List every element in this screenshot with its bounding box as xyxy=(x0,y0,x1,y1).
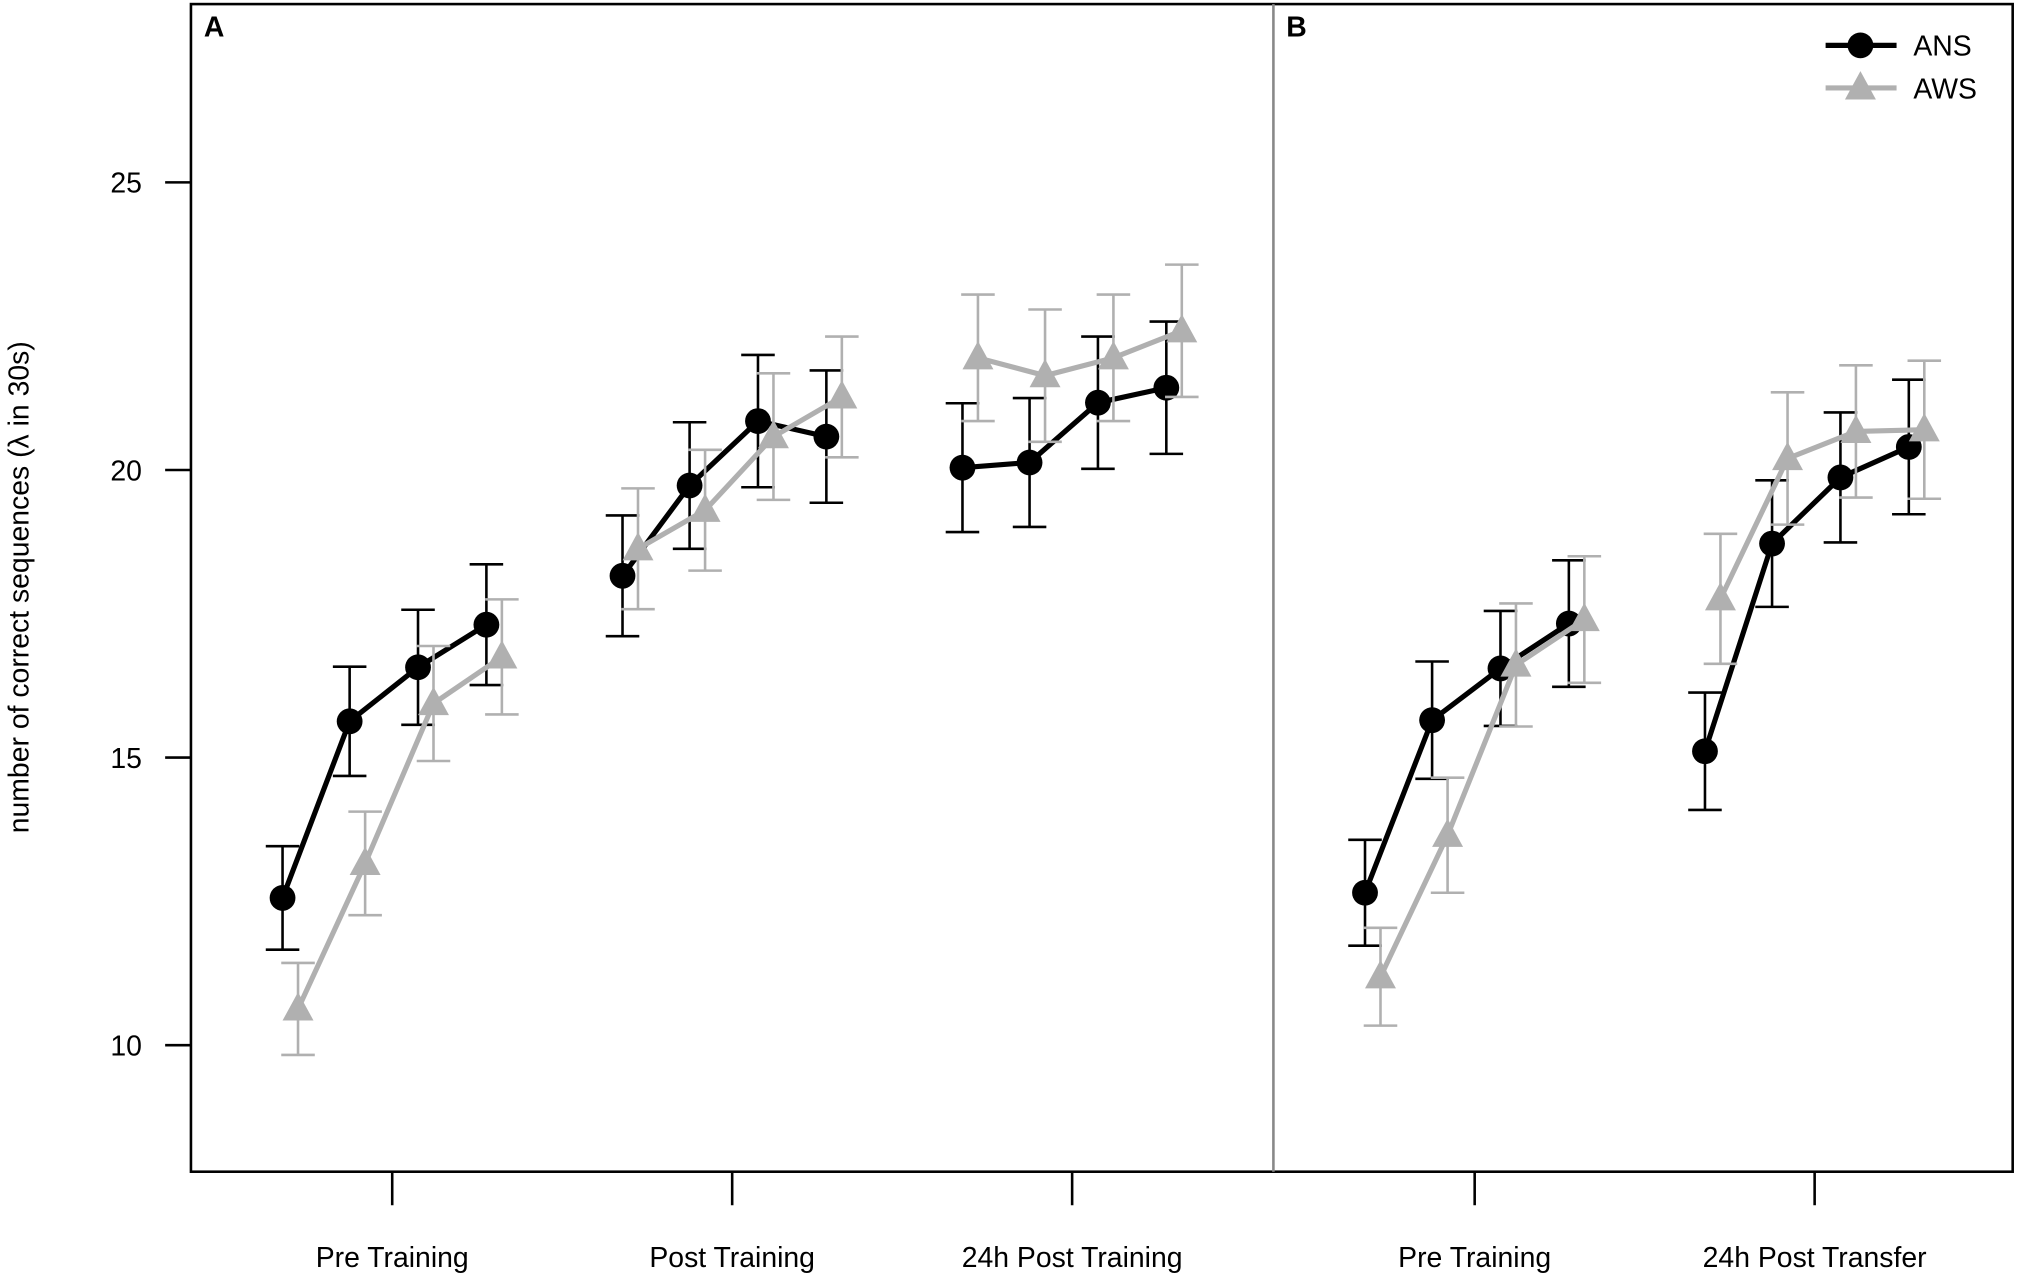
data-point xyxy=(826,380,858,409)
series-line xyxy=(1378,617,1586,978)
panel-label: A xyxy=(204,11,224,43)
legend-label: ANS xyxy=(1913,31,1971,63)
series-line xyxy=(636,394,844,552)
data-point xyxy=(1692,738,1718,765)
data-point xyxy=(349,846,381,876)
data-point xyxy=(1153,374,1180,401)
series-line xyxy=(620,418,827,578)
data-point xyxy=(1432,818,1464,847)
data-point xyxy=(1840,414,1872,444)
data-point xyxy=(1029,358,1061,388)
data-point xyxy=(1016,449,1043,476)
panel-label: B xyxy=(1286,11,1307,43)
data-point xyxy=(1097,341,1129,370)
data-point xyxy=(405,654,431,681)
data-point xyxy=(486,640,518,669)
y-axis-label: number of correct sequences (λ in 30s) xyxy=(3,341,35,833)
data-point xyxy=(418,686,449,716)
data-point xyxy=(473,611,500,638)
data-point xyxy=(1365,959,1396,989)
series-line xyxy=(280,622,488,899)
data-point xyxy=(1908,412,1940,442)
series-line xyxy=(962,385,1167,471)
series-line xyxy=(977,328,1183,379)
series-line xyxy=(1702,444,1910,753)
data-point xyxy=(813,423,840,450)
data-point xyxy=(689,493,721,522)
data-point xyxy=(1085,389,1111,416)
series-line xyxy=(295,654,504,1011)
data-point xyxy=(282,992,314,1021)
y-tick-label: 20 xyxy=(110,455,142,487)
legend-marker xyxy=(1847,32,1874,59)
data-point xyxy=(1568,602,1600,632)
data-point xyxy=(336,708,363,735)
y-tick-label: 25 xyxy=(110,168,142,200)
data-point xyxy=(949,454,976,481)
x-tick-label: Pre Training xyxy=(316,1242,469,1274)
data-point xyxy=(1419,707,1445,734)
x-tick-label: 24h Post Training xyxy=(962,1242,1183,1274)
data-point xyxy=(1352,879,1378,906)
data-point xyxy=(745,408,771,434)
data-point xyxy=(1704,582,1736,611)
data-point xyxy=(757,419,789,449)
plot-frame xyxy=(189,2,2014,1173)
data-point xyxy=(622,532,654,561)
legend-label: AWS xyxy=(1913,73,1977,105)
legend-marker xyxy=(1844,71,1876,100)
x-tick-label: Pre Training xyxy=(1398,1242,1551,1274)
x-tick-label: 24h Post Transfer xyxy=(1703,1242,1927,1274)
y-tick-label: 15 xyxy=(110,743,142,775)
data-point xyxy=(1500,648,1532,677)
y-tick-label: 10 xyxy=(110,1030,142,1062)
data-point xyxy=(609,562,636,589)
x-tick-label: Post Training xyxy=(649,1242,815,1274)
data-point xyxy=(1166,314,1198,343)
data-point xyxy=(1759,530,1785,557)
series-line xyxy=(1362,621,1571,894)
data-point xyxy=(269,885,296,911)
data-point xyxy=(676,472,703,499)
series-line xyxy=(1718,427,1925,600)
data-point xyxy=(962,341,994,370)
data-point xyxy=(1772,441,1804,471)
data-point xyxy=(1827,464,1854,491)
